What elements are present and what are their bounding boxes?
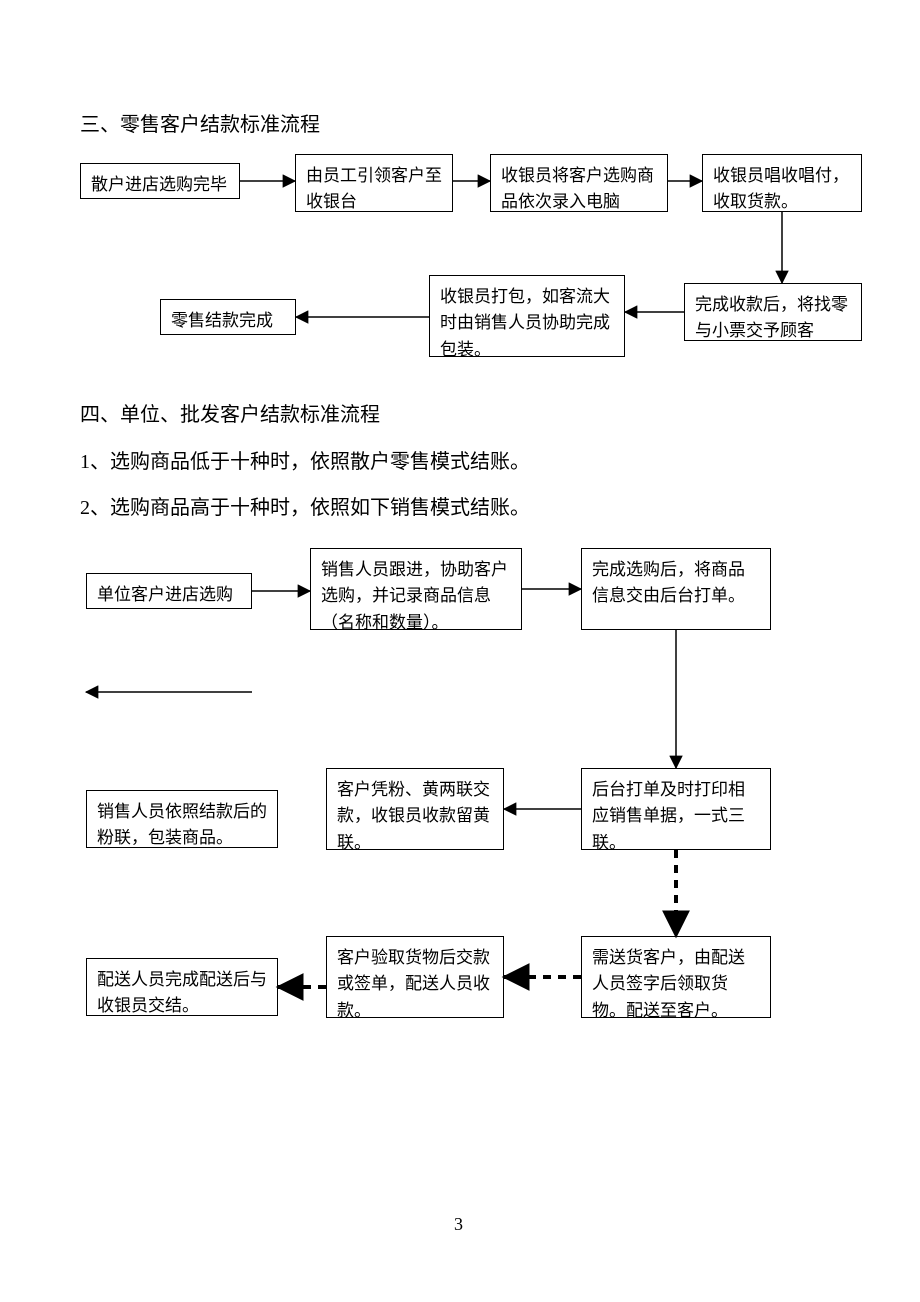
flow1-node-n5: 完成收款后，将找零与小票交予顾客 [684,283,862,341]
flow2-node-m2: 销售人员跟进，协助客户选购，并记录商品信息（名称和数量）。 [310,548,522,630]
section-4-heading: 四、单位、批发客户结款标准流程 [80,398,380,427]
flow2-node-m8: 客户验取货物后交款或签单，配送人员收款。 [326,936,504,1018]
flow2-node-m6: 销售人员依照结款后的粉联，包装商品。 [86,790,278,848]
section-4-item-2: 2、选购商品高于十种时，依照如下销售模式结账。 [80,490,530,526]
flow2-node-m7: 需送货客户，由配送人员签字后领取货物。配送至客户。 [581,936,771,1018]
page-number: 3 [454,1214,463,1235]
flow1-node-n7: 零售结款完成 [160,299,296,335]
flow2-node-m3: 完成选购后，将商品信息交由后台打单。 [581,548,771,630]
section-4-item-1: 1、选购商品低于十种时，依照散户零售模式结账。 [80,444,530,480]
flow2-node-m9: 配送人员完成配送后与收银员交结。 [86,958,278,1016]
flow2-node-m4: 后台打单及时打印相应销售单据，一式三联。 [581,768,771,850]
flow1-node-n6: 收银员打包，如客流大时由销售人员协助完成包装。 [429,275,625,357]
flow2-node-m5: 客户凭粉、黄两联交款，收银员收款留黄联。 [326,768,504,850]
flow1-node-n1: 散户进店选购完毕 [80,163,240,199]
section-3-heading: 三、零售客户结款标准流程 [80,108,320,137]
flow1-node-n3: 收银员将客户选购商品依次录入电脑 [490,154,668,212]
flow1-node-n2: 由员工引领客户至收银台 [295,154,453,212]
flow1-node-n4: 收银员唱收唱付，收取货款。 [702,154,862,212]
flow2-node-m1: 单位客户进店选购 [86,573,252,609]
